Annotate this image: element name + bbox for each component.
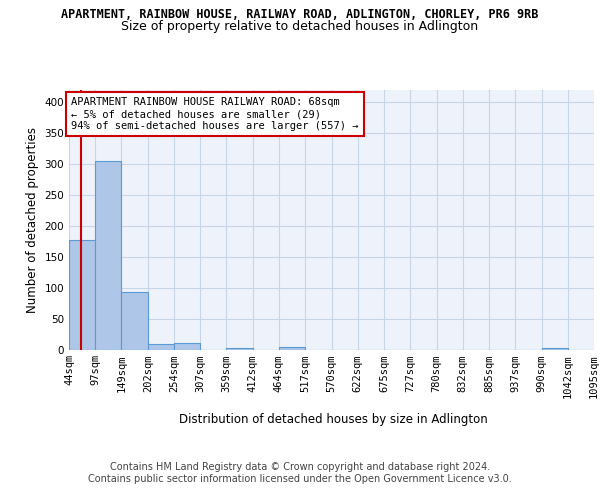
Bar	[226, 348, 253, 350]
Text: APARTMENT RAINBOW HOUSE RAILWAY ROAD: 68sqm
← 5% of detached houses are smaller : APARTMENT RAINBOW HOUSE RAILWAY ROAD: 68…	[71, 98, 359, 130]
Text: Size of property relative to detached houses in Adlington: Size of property relative to detached ho…	[121, 20, 479, 33]
Bar	[148, 344, 174, 350]
Bar	[95, 161, 121, 350]
Bar	[279, 347, 305, 350]
Text: Distribution of detached houses by size in Adlington: Distribution of detached houses by size …	[179, 412, 487, 426]
Bar	[69, 240, 95, 350]
Text: Contains public sector information licensed under the Open Government Licence v3: Contains public sector information licen…	[88, 474, 512, 484]
Text: APARTMENT, RAINBOW HOUSE, RAILWAY ROAD, ADLINGTON, CHORLEY, PR6 9RB: APARTMENT, RAINBOW HOUSE, RAILWAY ROAD, …	[61, 8, 539, 20]
Bar	[121, 292, 148, 350]
Bar	[542, 348, 568, 350]
Bar	[174, 343, 200, 350]
Text: Contains HM Land Registry data © Crown copyright and database right 2024.: Contains HM Land Registry data © Crown c…	[110, 462, 490, 472]
Y-axis label: Number of detached properties: Number of detached properties	[26, 127, 39, 313]
